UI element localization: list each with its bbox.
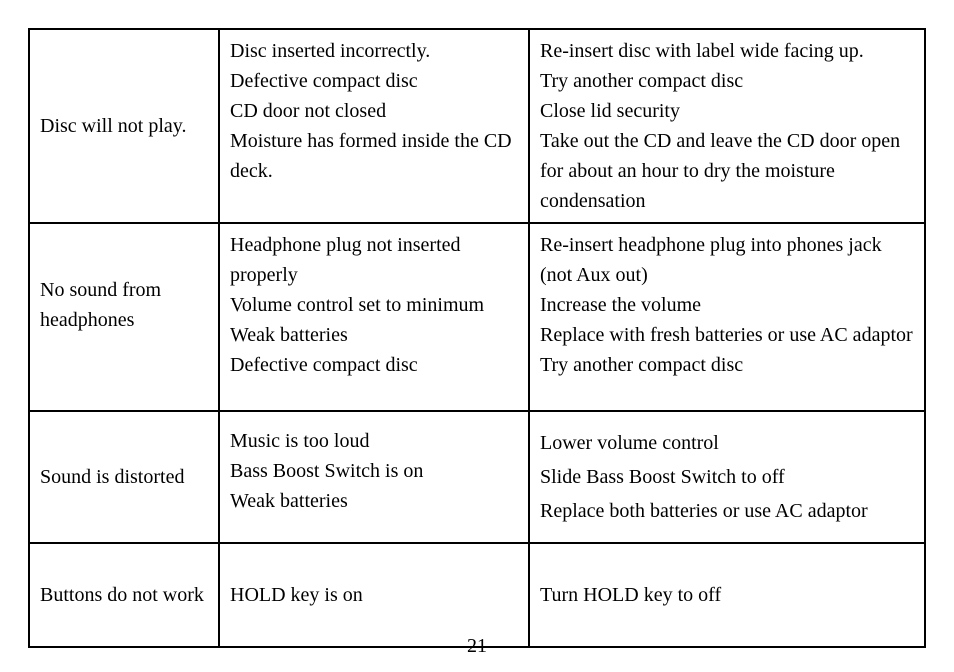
cause-text: Defective compact disc bbox=[230, 350, 518, 380]
remedy-text: Close lid security bbox=[540, 96, 914, 126]
cause-text: CD door not closed bbox=[230, 96, 518, 126]
cause-text: Disc inserted incorrectly. bbox=[230, 36, 518, 66]
cause-cell: Music is too loud Bass Boost Switch is o… bbox=[219, 411, 529, 543]
remedy-text: Take out the CD and leave the CD door op… bbox=[540, 126, 914, 216]
cause-text: Defective compact disc bbox=[230, 66, 518, 96]
cause-text: Headphone plug not inserted properly bbox=[230, 230, 518, 290]
table-row: Sound is distorted Music is too loud Bas… bbox=[29, 411, 925, 543]
remedy-cell: Re-insert disc with label wide facing up… bbox=[529, 29, 925, 223]
cause-cell: Disc inserted incorrectly. Defective com… bbox=[219, 29, 529, 223]
cause-text: Moisture has formed inside the CD deck. bbox=[230, 126, 518, 186]
symptom-text: No sound from headphones bbox=[40, 275, 208, 335]
remedy-text: Re-insert disc with label wide facing up… bbox=[540, 36, 914, 66]
symptom-text: Disc will not play. bbox=[40, 111, 208, 141]
remedy-text: Replace both batteries or use AC adaptor bbox=[540, 494, 914, 528]
cause-text: Volume control set to minimum bbox=[230, 290, 518, 320]
cause-text: Bass Boost Switch is on bbox=[230, 456, 518, 486]
remedy-text: Try another compact disc bbox=[540, 350, 914, 380]
troubleshooting-table: Disc will not play. Disc inserted incorr… bbox=[28, 28, 926, 648]
remedy-text: Try another compact disc bbox=[540, 66, 914, 96]
cause-cell: HOLD key is on bbox=[219, 543, 529, 647]
remedy-text: Turn HOLD key to off bbox=[540, 580, 914, 610]
remedy-text: Lower volume control bbox=[540, 426, 914, 460]
symptom-text: Sound is distorted bbox=[40, 462, 208, 492]
symptom-cell: Sound is distorted bbox=[29, 411, 219, 543]
symptom-cell: Buttons do not work bbox=[29, 543, 219, 647]
remedy-text: Re-insert headphone plug into phones jac… bbox=[540, 230, 914, 290]
cause-cell: Headphone plug not inserted properly Vol… bbox=[219, 223, 529, 411]
cause-text: HOLD key is on bbox=[230, 580, 518, 610]
remedy-text: Replace with fresh batteries or use AC a… bbox=[540, 320, 914, 350]
remedy-text: Increase the volume bbox=[540, 290, 914, 320]
table-row: Disc will not play. Disc inserted incorr… bbox=[29, 29, 925, 223]
remedy-text: Slide Bass Boost Switch to off bbox=[540, 460, 914, 494]
symptom-text: Buttons do not work bbox=[40, 580, 208, 610]
table-row: Buttons do not work HOLD key is on Turn … bbox=[29, 543, 925, 647]
cause-text: Music is too loud bbox=[230, 426, 518, 456]
cause-text: Weak batteries bbox=[230, 320, 518, 350]
cause-text: Weak batteries bbox=[230, 486, 518, 516]
remedy-cell: Lower volume control Slide Bass Boost Sw… bbox=[529, 411, 925, 543]
remedy-cell: Turn HOLD key to off bbox=[529, 543, 925, 647]
page-number: 21 bbox=[0, 635, 954, 658]
symptom-cell: Disc will not play. bbox=[29, 29, 219, 223]
page: Disc will not play. Disc inserted incorr… bbox=[0, 0, 954, 672]
symptom-cell: No sound from headphones bbox=[29, 223, 219, 411]
remedy-cell: Re-insert headphone plug into phones jac… bbox=[529, 223, 925, 411]
table-row: No sound from headphones Headphone plug … bbox=[29, 223, 925, 411]
